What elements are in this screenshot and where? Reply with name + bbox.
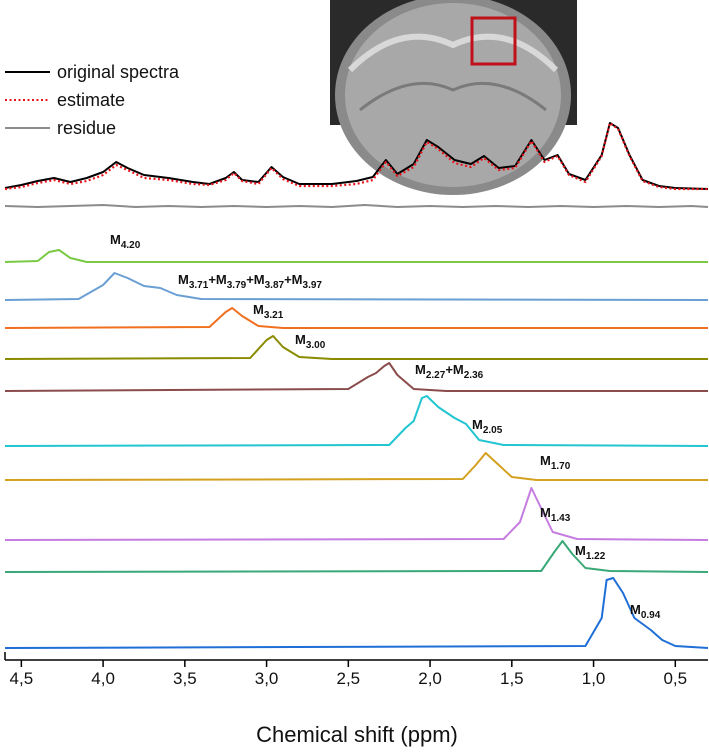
spectrum-line bbox=[4, 487, 709, 541]
spectrum-line bbox=[4, 362, 708, 392]
component-label: M1.43 bbox=[540, 505, 571, 524]
spectrum-line bbox=[4, 204, 709, 208]
spectrum-line bbox=[4, 272, 709, 301]
x-tick-label: 3,5 bbox=[173, 669, 197, 688]
label-text: M bbox=[253, 302, 264, 317]
x-tick-label: 1,5 bbox=[500, 669, 524, 688]
spectrum-line bbox=[4, 249, 708, 263]
x-tick-label: 2,0 bbox=[418, 669, 442, 688]
label-subscript: 2.05 bbox=[483, 425, 503, 436]
component-label: M3.71+M3.79+M3.87+M3.97 bbox=[178, 272, 322, 291]
spectrum-line bbox=[4, 540, 709, 573]
x-tick-label: 4,0 bbox=[91, 669, 115, 688]
spectrum-line bbox=[4, 307, 708, 329]
brain-tissue bbox=[345, 3, 561, 187]
brain-structure bbox=[347, 33, 559, 73]
label-text: M bbox=[178, 272, 189, 287]
x-tick-label: 3,0 bbox=[255, 669, 279, 688]
label-subscript: 3.21 bbox=[264, 310, 284, 321]
label-subscript: 3.87 bbox=[265, 280, 285, 291]
label-subscript: 2.27 bbox=[426, 370, 446, 381]
component-label: M1.22 bbox=[575, 543, 606, 562]
label-subscript: 3.71 bbox=[189, 280, 209, 291]
label-text: M bbox=[110, 232, 121, 247]
label-text: +M bbox=[445, 362, 463, 377]
label-subscript: 0.94 bbox=[641, 610, 661, 621]
label-text: M bbox=[630, 602, 641, 617]
label-subscript: 3.79 bbox=[227, 280, 247, 291]
label-subscript: 1.43 bbox=[551, 513, 571, 524]
component-label: M3.00 bbox=[295, 332, 326, 351]
label-subscript: 3.00 bbox=[306, 340, 326, 351]
spectrum-line bbox=[4, 452, 708, 481]
label-text: M bbox=[575, 543, 586, 558]
spectrum-line bbox=[4, 121, 708, 191]
roi-box bbox=[470, 16, 517, 66]
label-text: M bbox=[415, 362, 426, 377]
brain-structure bbox=[359, 81, 547, 112]
label-text: +M bbox=[208, 272, 226, 287]
legend-label: estimate bbox=[57, 90, 125, 110]
component-label: M3.21 bbox=[253, 302, 284, 321]
label-text: +M bbox=[284, 272, 302, 287]
label-subscript: 1.22 bbox=[586, 551, 606, 562]
label-text: M bbox=[540, 505, 551, 520]
label-text: M bbox=[295, 332, 306, 347]
label-subscript: 2.36 bbox=[464, 370, 484, 381]
brain-inset bbox=[330, 0, 577, 195]
spectrum-line bbox=[4, 395, 709, 447]
x-tick-label: 1,0 bbox=[582, 669, 606, 688]
legend-label: original spectra bbox=[57, 62, 180, 82]
label-subscript: 3.97 bbox=[303, 280, 323, 291]
component-label: M1.70 bbox=[540, 453, 571, 472]
x-tick-label: 0,5 bbox=[663, 669, 687, 688]
x-tick-label: 4,5 bbox=[10, 669, 34, 688]
label-text: +M bbox=[246, 272, 264, 287]
component-label: M2.05 bbox=[472, 417, 503, 436]
label-text: M bbox=[540, 453, 551, 468]
x-tick-label: 2,5 bbox=[337, 669, 361, 688]
label-subscript: 1.70 bbox=[551, 461, 571, 472]
legend-label: residue bbox=[57, 118, 116, 138]
label-subscript: 4.20 bbox=[121, 240, 141, 251]
component-label: M0.94 bbox=[630, 602, 661, 621]
x-axis-label: Chemical shift (ppm) bbox=[256, 722, 458, 747]
label-text: M bbox=[472, 417, 483, 432]
spectrum-line bbox=[4, 577, 709, 649]
component-label: M4.20 bbox=[110, 232, 141, 251]
component-label: M2.27+M2.36 bbox=[415, 362, 484, 381]
spectrum-line bbox=[4, 335, 708, 360]
